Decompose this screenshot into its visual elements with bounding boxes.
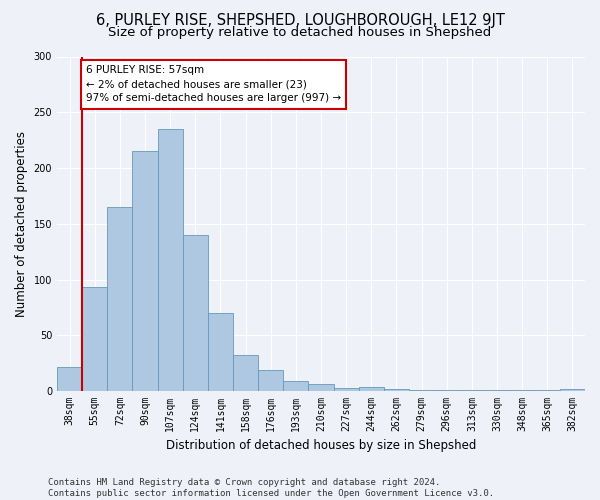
Text: Contains HM Land Registry data © Crown copyright and database right 2024.
Contai: Contains HM Land Registry data © Crown c… <box>48 478 494 498</box>
Bar <box>384 389 409 391</box>
Bar <box>308 384 334 391</box>
Bar <box>208 313 233 391</box>
Bar <box>57 366 82 391</box>
Bar <box>283 381 308 391</box>
Bar <box>484 390 509 391</box>
Y-axis label: Number of detached properties: Number of detached properties <box>15 131 28 317</box>
Bar <box>359 386 384 391</box>
Bar <box>535 390 560 391</box>
Bar <box>82 288 107 391</box>
Text: Size of property relative to detached houses in Shepshed: Size of property relative to detached ho… <box>109 26 491 39</box>
Bar <box>158 129 183 391</box>
Bar <box>107 207 133 391</box>
Bar <box>409 390 434 391</box>
Bar <box>233 356 258 391</box>
Bar <box>509 390 535 391</box>
Text: 6 PURLEY RISE: 57sqm
← 2% of detached houses are smaller (23)
97% of semi-detach: 6 PURLEY RISE: 57sqm ← 2% of detached ho… <box>86 66 341 104</box>
Bar <box>334 388 359 391</box>
Text: 6, PURLEY RISE, SHEPSHED, LOUGHBOROUGH, LE12 9JT: 6, PURLEY RISE, SHEPSHED, LOUGHBOROUGH, … <box>95 12 505 28</box>
Bar <box>258 370 283 391</box>
Bar <box>560 389 585 391</box>
Bar <box>434 390 459 391</box>
Bar <box>133 152 158 391</box>
Bar <box>459 390 484 391</box>
X-axis label: Distribution of detached houses by size in Shepshed: Distribution of detached houses by size … <box>166 440 476 452</box>
Bar <box>183 235 208 391</box>
